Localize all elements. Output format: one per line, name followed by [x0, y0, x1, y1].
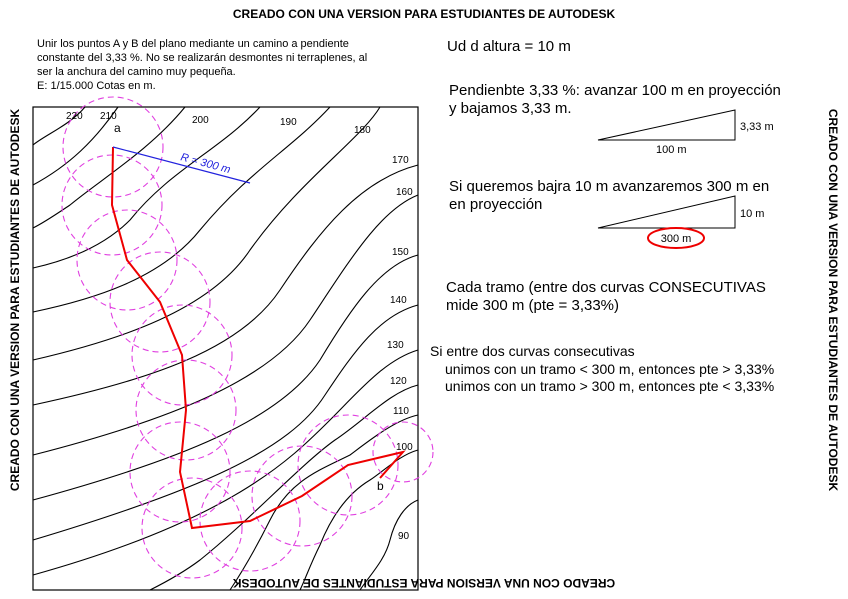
- notes: Ud d altura = 10 m Pendienbte 3,33 %: av…: [430, 38, 781, 394]
- watermark: CREADO CON UNA VERSION PARA ESTUDIANTES …: [233, 7, 616, 21]
- note: Cada tramo (entre dos curvas CONSECUTIVA…: [446, 279, 766, 296]
- contour-label: 190: [280, 117, 297, 128]
- note: Si entre dos curvas consecutivas: [430, 343, 635, 359]
- contour-label: 220: [66, 111, 83, 122]
- note: unimos con un tramo < 300 m, entonces pt…: [445, 361, 774, 377]
- note: en proyección: [449, 196, 542, 213]
- map-frame: [32, 106, 419, 591]
- point-label: b: [377, 479, 384, 493]
- problem-line: Unir los puntos A y B del plano mediante…: [37, 38, 349, 50]
- watermark: CREADO CON UNA VERSION PARA ESTUDIANTES …: [826, 109, 840, 492]
- contour-label: 210: [100, 111, 117, 122]
- note: mide 300 m (pte = 3,33%): [446, 297, 619, 314]
- problem-text: Unir los puntos A y B del plano mediante…: [37, 38, 367, 92]
- path: [110, 146, 406, 530]
- triangle-label: 100 m: [656, 144, 687, 156]
- triangle: [597, 195, 736, 229]
- contour-label: 120: [390, 376, 407, 387]
- triangle-label: 300 m: [661, 233, 692, 245]
- note: unimos con un tramo > 300 m, entonces pt…: [445, 378, 774, 394]
- contour-label: 100: [396, 442, 413, 453]
- contour-label: 160: [396, 187, 413, 198]
- note: Si queremos bajra 10 m avanzaremos 300 m…: [449, 178, 769, 195]
- triangle-label: 3,33 m: [740, 121, 774, 133]
- watermark: CREADO CON UNA VERSION PARA ESTUDIANTES …: [8, 109, 22, 492]
- highlight: [647, 227, 705, 249]
- contour-label: 90: [398, 531, 410, 542]
- radius-label: R = 300 m: [179, 151, 231, 176]
- contour-label: 180: [354, 125, 371, 136]
- contour-label: 150: [392, 247, 409, 258]
- note: Ud d altura = 10 m: [447, 38, 571, 55]
- contours: [32, 106, 419, 591]
- contour-label: 200: [192, 115, 209, 126]
- map: R = 300 m a b 220 210 200 190 180 170 16…: [32, 96, 434, 591]
- watermark: CREADO CON UNA VERSION PARA ESTUDIANTES …: [233, 576, 616, 590]
- contour-labels: 220 210 200 190 180 170 160 150 140 130 …: [66, 111, 413, 542]
- contour-label: 130: [387, 340, 404, 351]
- note: Pendienbte 3,33 %: avanzar 100 m en proy…: [449, 82, 781, 99]
- problem-line: constante del 3,33 %. No se realizarán d…: [37, 52, 367, 64]
- triangle-label: 10 m: [740, 208, 764, 220]
- contour-label: 140: [390, 295, 407, 306]
- note: y bajamos 3,33 m.: [449, 100, 572, 117]
- triangle: [597, 109, 736, 141]
- point-label: a: [114, 121, 121, 135]
- problem-line: E: 1/15.000 Cotas en m.: [37, 80, 156, 92]
- problem-line: ser la anchura del camino muy pequeña.: [37, 66, 236, 78]
- contour-label: 170: [392, 155, 409, 166]
- radius-line: [112, 146, 251, 184]
- contour-label: 110: [393, 406, 409, 417]
